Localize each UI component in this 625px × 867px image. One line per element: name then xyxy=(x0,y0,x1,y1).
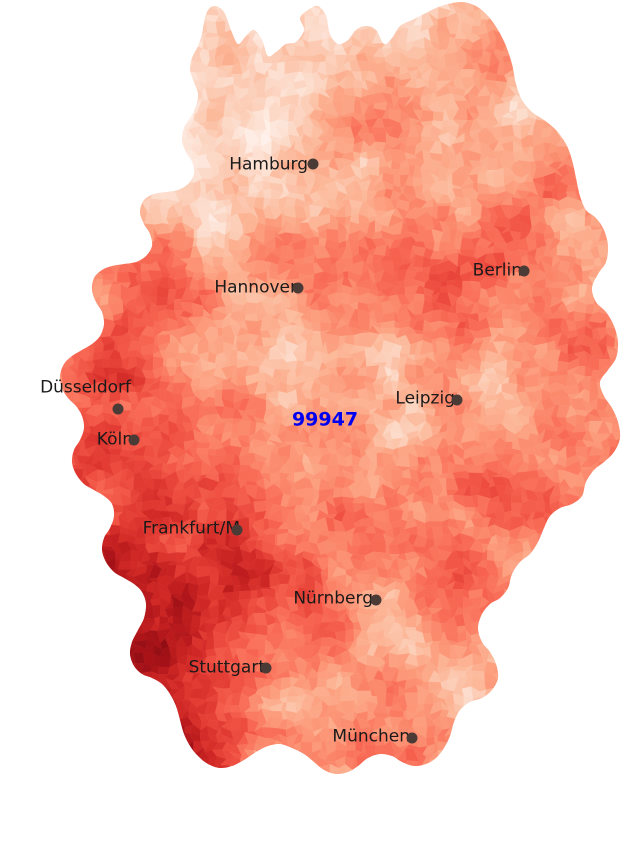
city-dot-leipzig xyxy=(451,394,463,406)
city-dot-k-ln xyxy=(128,434,140,446)
city-dot-hamburg xyxy=(307,158,319,170)
city-dot-stuttgart xyxy=(260,662,272,674)
city-dot-m-nchen xyxy=(406,732,418,744)
city-dot-frankfurt-m xyxy=(231,524,243,536)
city-dot-hannover xyxy=(292,282,304,294)
highlighted-postal-code: 99947 xyxy=(291,408,359,431)
city-dot-berlin xyxy=(518,265,530,277)
city-dot-n-rnberg xyxy=(370,594,382,606)
city-dot-d-sseldorf xyxy=(112,403,124,415)
